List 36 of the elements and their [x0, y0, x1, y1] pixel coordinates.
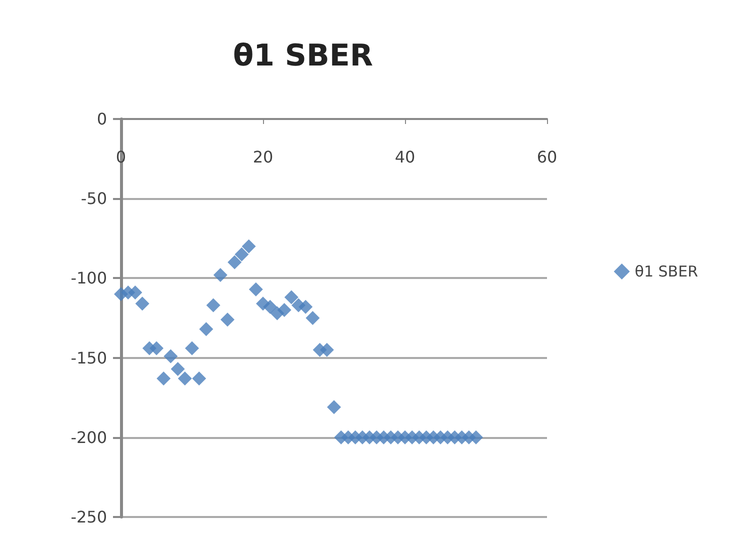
y-tick-label: 0	[96, 110, 107, 128]
point	[277, 303, 292, 318]
point	[234, 247, 249, 262]
legend-label: θ1 SBER	[634, 262, 698, 280]
y-tick-label: -150	[70, 348, 107, 368]
point	[213, 268, 228, 282]
point	[206, 298, 220, 312]
point	[128, 286, 142, 300]
point	[242, 239, 256, 254]
point	[327, 400, 341, 414]
point	[298, 300, 313, 314]
point	[306, 311, 320, 325]
point	[248, 282, 263, 296]
point	[220, 312, 234, 327]
point	[199, 322, 214, 336]
point	[178, 371, 192, 386]
point	[469, 430, 483, 444]
chart-title: θ1 SBER	[233, 38, 373, 74]
point	[135, 296, 150, 311]
point	[320, 342, 334, 357]
point	[170, 362, 185, 376]
x-tick-label: 20	[252, 148, 274, 166]
point	[185, 341, 199, 356]
point	[263, 300, 278, 314]
point	[164, 349, 178, 364]
point	[192, 371, 206, 386]
point	[150, 341, 164, 356]
x-tick-label: 60	[536, 148, 558, 166]
y-tick-label: -250	[70, 508, 107, 526]
y-tick-label: -50	[80, 189, 107, 208]
point	[284, 290, 298, 304]
point	[156, 371, 171, 386]
x-tick-label: 40	[394, 148, 416, 166]
point	[228, 255, 242, 270]
y-tick-label: -200	[70, 428, 107, 447]
y-tick-label: -100	[70, 268, 107, 288]
